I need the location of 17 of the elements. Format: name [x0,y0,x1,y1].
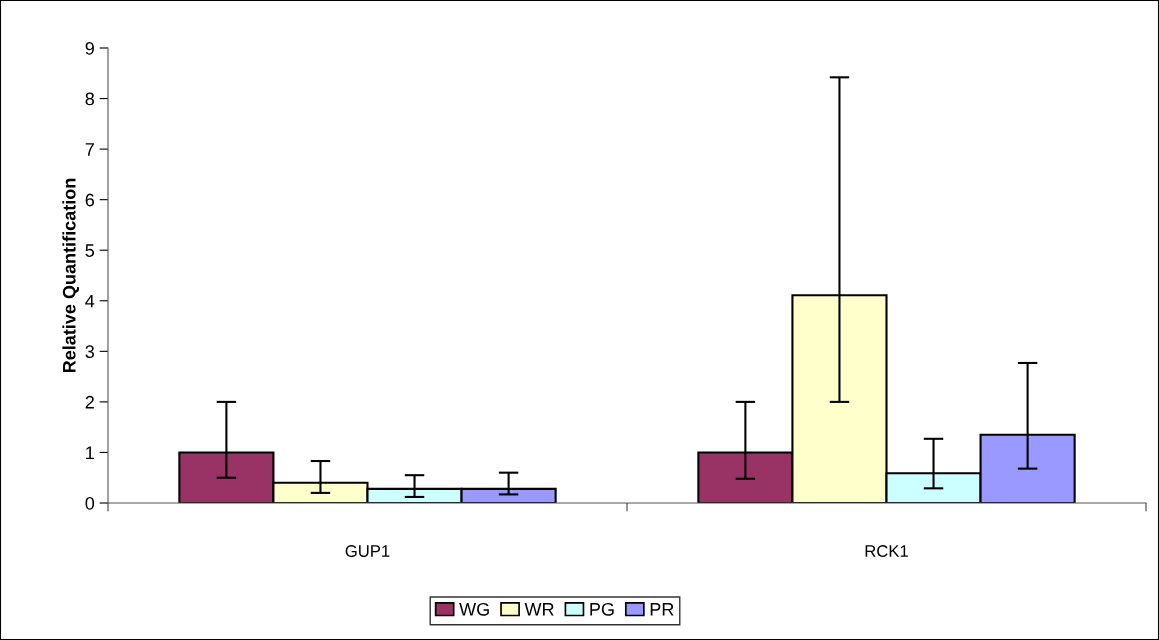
y-tick-label: 6 [85,193,95,207]
y-tick-label: 5 [85,244,95,257]
legend-label: PG [590,602,614,616]
y-tick-label: 9 [85,41,94,55]
y-tick-label: 0 [85,496,95,510]
y-tick-label: 1 [86,446,94,459]
legend-label: WR [524,603,554,616]
x-tick-label: GUP1 [345,545,390,557]
y-tick-label: 7 [85,143,94,156]
y-tick-label: 8 [85,92,95,106]
y-tick-label: 3 [85,345,95,359]
y-tick-label: 4 [85,294,95,308]
x-tick-label: RCK1 [865,545,908,557]
legend-label: PR [650,603,674,616]
y-axis-title: Relative Quantification [62,178,80,373]
y-tick-label: 2 [85,395,94,409]
legend-label: WG [459,602,489,616]
